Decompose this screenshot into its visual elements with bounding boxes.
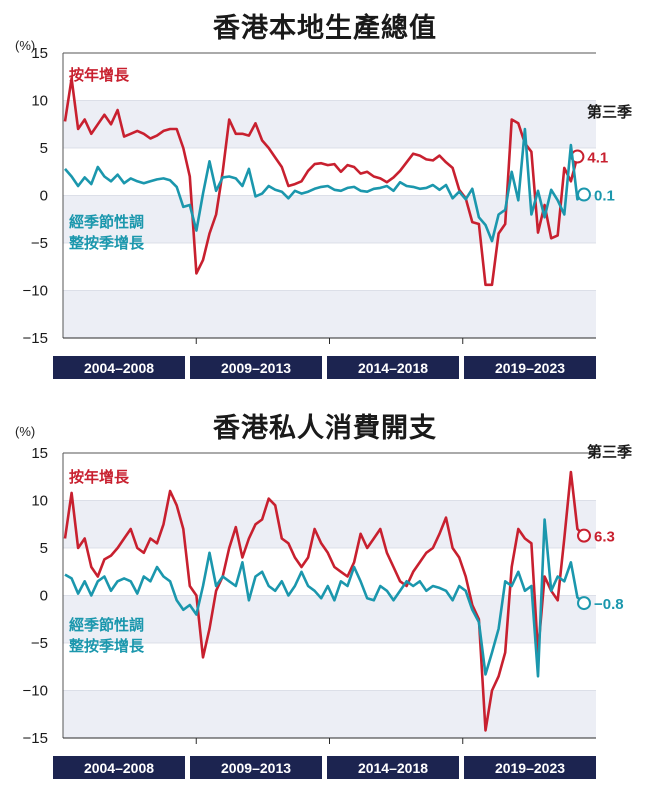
y-tick-label: −5 bbox=[31, 635, 48, 652]
gdp-line-chart: 15 10 5 0 −5 −10 −15 2004–2008 2009–2013 2014–201… bbox=[23, 45, 632, 379]
grid-band bbox=[63, 100, 596, 148]
consumption-chart-panel: 香港私人消費開支 (%) 15 10 5 0 −5 −10 −15 2004–2008 2009… bbox=[0, 400, 650, 800]
y-tick-label: 15 bbox=[31, 45, 48, 62]
yoy-growth-line bbox=[63, 470, 585, 732]
period-label: 2009–2013 bbox=[221, 360, 291, 376]
period-label: 2009–2013 bbox=[221, 760, 291, 776]
y-tick-label: 5 bbox=[40, 140, 48, 157]
period-label: 2004–2008 bbox=[84, 360, 154, 376]
period-label: 2019–2023 bbox=[495, 760, 565, 776]
gdp-chart-panel: 香港本地生產總值 (%) 15 10 5 0 −5 −10 −15 2004–2008 2009… bbox=[15, 13, 632, 379]
chart-title: 香港本地生產總值 bbox=[213, 13, 437, 44]
grid-band bbox=[63, 290, 596, 338]
qoq-growth-line bbox=[64, 127, 585, 243]
yoy-growth-line bbox=[63, 77, 579, 287]
yoy-legend-label: 按年增長 bbox=[69, 66, 130, 84]
y-tick-label: 0 bbox=[40, 588, 48, 605]
y-tick-label: −10 bbox=[23, 683, 48, 700]
latest-quarter-label: 第三季 bbox=[587, 103, 632, 121]
chart-title: 香港私人消費開支 bbox=[213, 413, 437, 444]
y-tick-label: 10 bbox=[31, 493, 48, 510]
qoq-end-value-label: 0.1 bbox=[594, 188, 615, 205]
qoq-end-marker bbox=[577, 187, 591, 202]
y-tick-label: −15 bbox=[23, 730, 48, 747]
period-bar bbox=[327, 756, 459, 779]
y-tick-label: −5 bbox=[31, 235, 48, 252]
grid-band bbox=[63, 690, 596, 738]
y-tick-label: 10 bbox=[31, 93, 48, 110]
yoy-end-value-label: 6.3 bbox=[594, 529, 615, 546]
qoq-legend-line: 經季節性調 bbox=[69, 213, 144, 231]
period-bar bbox=[190, 356, 322, 379]
y-tick-label: 0 bbox=[40, 188, 48, 205]
period-label: 2004–2008 bbox=[84, 760, 154, 776]
y-tick-label: −15 bbox=[23, 330, 48, 347]
y-axis-unit: (%) bbox=[15, 424, 36, 439]
qoq-legend-line: 經季節性調 bbox=[69, 616, 144, 634]
period-bar bbox=[53, 756, 185, 779]
y-tick-label: 5 bbox=[40, 540, 48, 557]
period-bar bbox=[464, 356, 596, 379]
period-bar bbox=[327, 356, 459, 379]
qoq-legend-label: 經季節性調整按季增長 bbox=[69, 213, 145, 252]
qoq-growth-line bbox=[64, 518, 585, 678]
period-label: 2019–2023 bbox=[495, 360, 565, 376]
period-bar bbox=[464, 756, 596, 779]
period-bar bbox=[53, 356, 185, 379]
qoq-legend-line: 整按季增長 bbox=[69, 234, 145, 252]
qoq-legend-label: 經季節性調整按季增長 bbox=[69, 616, 145, 655]
y-tick-label: 15 bbox=[31, 445, 48, 462]
latest-quarter-label: 第三季 bbox=[587, 443, 632, 461]
period-label: 2014–2018 bbox=[358, 360, 428, 376]
consumption-line-chart: 15 10 5 0 −5 −10 −15 2004–2008 2009–2013 2014–201… bbox=[23, 443, 632, 779]
y-axis-unit: (%) bbox=[15, 38, 36, 53]
yoy-legend-label: 按年增長 bbox=[69, 468, 130, 486]
period-bar bbox=[190, 756, 322, 779]
y-tick-label: −10 bbox=[23, 283, 48, 300]
qoq-legend-line: 整按季增長 bbox=[69, 637, 145, 655]
yoy-end-value-label: 4.1 bbox=[587, 150, 608, 167]
qoq-end-marker bbox=[577, 596, 591, 611]
qoq-end-value-label: −0.8 bbox=[594, 596, 624, 613]
yoy-end-marker bbox=[577, 528, 591, 543]
period-label: 2014–2018 bbox=[358, 760, 428, 776]
